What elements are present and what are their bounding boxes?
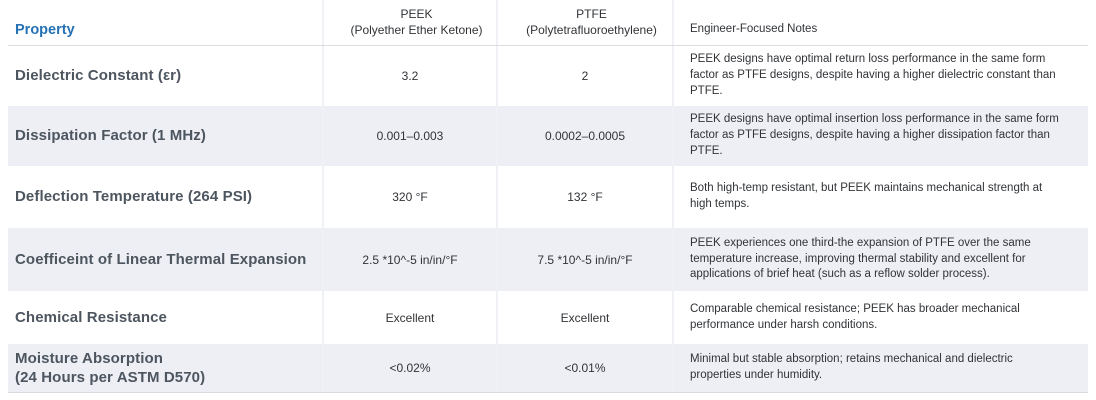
- table-row-moisture-absorption: Moisture Absorption (24 Hours per ASTM D…: [8, 344, 1088, 393]
- engineer-note: Minimal but stable absorption; retains m…: [672, 344, 1088, 392]
- ptfe-value: 132 °F: [496, 166, 672, 228]
- peek-value: 0.001–0.003: [322, 106, 496, 166]
- peek-value: 3.2: [322, 46, 496, 106]
- engineer-note: PEEK designs have optimal return loss pe…: [672, 46, 1088, 106]
- table-header-row: Property PEEK (Polyether Ether Ketone) P…: [8, 0, 1088, 46]
- table-row-deflection-temperature: Deflection Temperature (264 PSI) 320 °F …: [8, 166, 1088, 228]
- property-label: Deflection Temperature (264 PSI): [15, 188, 253, 206]
- table-row-thermal-expansion: Coefficeint of Linear Thermal Expansion …: [8, 228, 1088, 291]
- ptfe-value: 2: [496, 46, 672, 106]
- table-row-dissipation-factor: Dissipation Factor (1 MHz) 0.001–0.003 0…: [8, 106, 1088, 166]
- engineer-note: PEEK designs have optimal insertion loss…: [672, 106, 1088, 166]
- property-label: Coefficeint of Linear Thermal Expansion: [15, 250, 307, 268]
- table-row-dielectric-constant: Dielectric Constant (εr) 3.2 2 PEEK desi…: [8, 46, 1088, 106]
- ptfe-value: 7.5 *10^-5 in/in/°F: [496, 228, 672, 291]
- property-label: Dielectric Constant (εr): [15, 67, 182, 85]
- peek-value: 2.5 *10^-5 in/in/°F: [322, 228, 496, 291]
- peek-value: 320 °F: [322, 166, 496, 228]
- ptfe-value: <0.01%: [496, 344, 672, 392]
- column-header-notes: Engineer-Focused Notes: [672, 0, 1088, 45]
- column-header-property: Property: [15, 22, 75, 38]
- peek-value: Excellent: [322, 291, 496, 344]
- engineer-note: Both high-temp resistant, but PEEK maint…: [672, 166, 1088, 228]
- engineer-note: Comparable chemical resistance; PEEK has…: [672, 291, 1088, 344]
- column-header-ptfe: PTFE (Polytetrafluoroethylene): [496, 0, 672, 45]
- material-comparison-table: Property PEEK (Polyether Ether Ketone) P…: [8, 0, 1088, 393]
- peek-value: <0.02%: [322, 344, 496, 392]
- property-label: Dissipation Factor (1 MHz): [15, 127, 206, 145]
- ptfe-value: Excellent: [496, 291, 672, 344]
- property-label: Chemical Resistance: [15, 308, 167, 326]
- column-header-peek: PEEK (Polyether Ether Ketone): [322, 0, 496, 45]
- property-label: Moisture Absorption (24 Hours per ASTM D…: [15, 349, 206, 387]
- engineer-note: PEEK experiences one third-the expansion…: [672, 228, 1088, 291]
- table-row-chemical-resistance: Chemical Resistance Excellent Excellent …: [8, 291, 1088, 344]
- ptfe-value: 0.0002–0.0005: [496, 106, 672, 166]
